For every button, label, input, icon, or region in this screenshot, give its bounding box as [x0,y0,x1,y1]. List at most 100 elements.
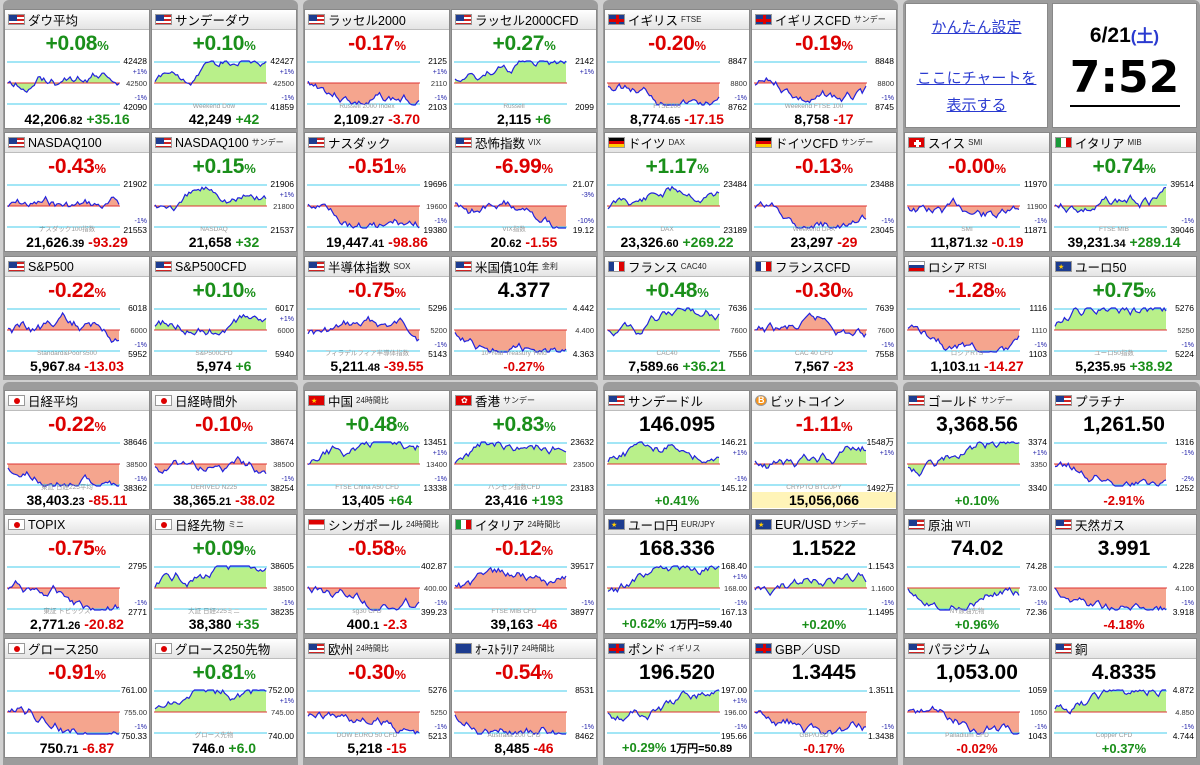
tile-diff: -38.02 [235,492,275,508]
market-tile[interactable]: サンデードル 146.095 146.21 145.12 +1% -1% +0.41% [604,390,750,510]
market-tile[interactable]: S&P500 -0.22% 6018 5952 6000 -1% Standard&Poor… [4,256,150,376]
market-tile[interactable]: 日経平均 -0.22% 38646 38362 38500 -1% 東証 日経225平均 38… [4,390,150,510]
market-tile[interactable]: 恐怖指数 VIX -6.99% 21.07 19.12 -3% -10% VIX指数 20.62… [451,132,597,252]
market-tile[interactable]: ★ ユーロ円 EUR/JPY 168.336 168.40 167.13 168.00 +1%… [604,514,750,634]
market-tile[interactable]: 原油 WTI 74.02 74.28 72.36 73.00 -1% NY原油先物 +0.96% [904,514,1050,634]
tile-change-percent: -0.17% [348,32,406,55]
add-chart-link-2[interactable]: 表示する [946,97,1007,114]
chart-high-label: 23488 [870,179,894,189]
chart-watermark: Russell 2000 Index [339,103,395,110]
chart-area [908,587,1019,610]
market-tile[interactable]: ドイツCFD サンデー -0.13% 23488 23045 -1% Weekend DAX… [751,132,897,252]
tile-diff: -93.29 [88,234,128,250]
tile-footer: 21,658 +32 [152,234,296,250]
market-tile[interactable]: NASDAQ100 サンデー +0.15% 21906 21537 21800 +1% NAS… [151,132,297,252]
chart-area [1055,308,1166,330]
tile-change-percent: -0.54% [495,661,553,684]
market-tile[interactable]: ★ 中国 24時間比 +0.48% 13451 13338 13400 +1% -1% FTSE … [304,390,450,510]
tile-diff: -0.19 [991,234,1024,250]
market-tile[interactable]: 欧州 24時間比 -0.30% 5276 5213 5250 -1% DOW EURO 50 … [304,638,450,758]
chart-high-label: 38646 [123,437,147,447]
market-tile[interactable]: フランス CAC40 +0.48% 7636 7556 7600 CAC40 7,589.66… [604,256,750,376]
market-tile[interactable]: ナスダック -0.51% 19696 19380 19600 -1% 19,447.41 -… [304,132,450,252]
tile-value-dec: .84 [65,362,81,374]
jp-flag-icon [155,395,172,406]
market-tile[interactable]: ゴールド サンデー 3,368.56 3374 3340 3350 +1% +0.10% [904,390,1050,510]
chart-high-label: 752.00 [268,685,294,695]
tile-header: B ビットコイン [752,391,896,411]
market-tile[interactable]: イタリア 24時間比 -0.12% 39517 38977 -1% FTSE MIB CFD… [451,514,597,634]
chart-line [7,311,120,344]
tile-footer-change: -0.27% [503,359,545,374]
tile-footer: 42,249 +42 [152,111,296,127]
chart-high-label: 21906 [270,179,294,189]
chart-mid-label: 42500 [126,79,147,88]
tile-change-percent: +1.17% [645,155,709,178]
chart-watermark: グロース先物 [195,730,234,739]
tile-value-dec: .0 [215,744,225,756]
market-tile[interactable]: NASDAQ100 -0.43% 21902 21553 -1% ナスダック100指数 21… [4,132,150,252]
add-chart-link[interactable]: ここにチャートを [916,70,1037,87]
us-flag-icon [908,643,925,654]
chart-low-label: 5224 [1175,349,1194,359]
tile-change-percent: +0.10% [192,32,256,55]
market-tile[interactable]: 日経先物 ミニ +0.09% 38605 38235 38500 -1% 大証 日経225ミニ… [151,514,297,634]
market-tile[interactable]: 日経時間外 -0.10% 38674 38254 38500 -1% DERIVED N22… [151,390,297,510]
chart-side-label: +1% [433,450,447,457]
tile-change-percent: +0.48% [345,413,409,436]
easy-setup-link[interactable]: かんたん設定 [931,19,1022,36]
jp-flag-icon [155,519,172,530]
market-tile[interactable]: ラッセル2000CFD +0.27% 2142 2099 +1% Russell 2,115… [451,9,597,129]
market-tile[interactable]: ロシア RTSI -1.28% 1116 1103 1110 -1% ロシアRTS 1,103.… [904,256,1050,376]
tile-footer-change: -4.18% [1103,617,1145,632]
market-tile[interactable]: イギリスCFD サンデー -0.19% 8848 8745 8800 -1% Weekend … [751,9,897,129]
chart-high-label: 1116 [1029,303,1047,313]
tile-chart: 4.228 3.918 4.100 -1% [1054,561,1194,617]
tile-change-value: -0.19 [795,32,842,55]
tile-subtitle: 金利 [541,262,558,271]
market-tile[interactable]: ★ EUR/USD サンデー 1.1522 1.1543 1.1495 1.1600 -1% +… [751,514,897,634]
chart-side-label-2: -10% [578,218,594,225]
market-tile[interactable]: B ビットコイン -1.11% 1548万 1492万 +1% CRYPTO BTC/JPY… [751,390,897,510]
market-tile[interactable]: パラジウム 1,053.00 1059 1043 1050 -1% Palladium CF… [904,638,1050,758]
us-flag-icon [1055,519,1072,530]
us-flag-icon [908,395,925,406]
market-tile[interactable]: ドイツ DAX +1.17% 23484 23189 DAX 23,326.60 +269.… [604,132,750,252]
tile-change-value: -0.75 [48,537,95,560]
market-tile[interactable]: ✿ 香港 サンデー +0.83% 23632 23183 23500 ハンセン指数CFD 23,… [451,390,597,510]
tile-header: 恐怖指数 VIX [452,133,596,153]
market-tile[interactable]: グロース250先物 +0.81% 752.00 740.00 745.00 +1% グロース… [151,638,297,758]
market-tile[interactable]: イギリス FTSE -0.20% 8847 8762 8800 -1% FTSE100 8,77… [604,9,750,129]
tile-title: EUR/USD [775,517,832,532]
market-tile[interactable]: シンガポール 24時間比 -0.58% 402.87 399.23 400.00 -1% sg… [304,514,450,634]
tile-value-int: 42,206 [24,111,68,127]
tile-subtitle: サンデー [503,396,536,405]
market-tile[interactable]: ラッセル2000 -0.17% 2125 2103 2110 +1% -1% Russell … [304,9,450,129]
market-tile[interactable]: S&P500CFD +0.10% 6017 5940 6000 +1% S&P500CFD 5… [151,256,297,376]
market-tile[interactable]: グロース250 -0.91% 761.00 750.33 755.00 -1% 750.71… [4,638,150,758]
chart-high-label: 4.442 [573,303,595,313]
market-tile[interactable]: GBP／USD 1.3445 1.3511 1.3438 -1% GBP/USD -0.17… [751,638,897,758]
market-tile[interactable]: イタリア MIB +0.74% 39514 39046 -1% FTSE MIB 39,231… [1051,132,1197,252]
market-tile[interactable]: 銅 4.8335 4.872 4.744 4.850 -1% Copper CFD +0.37… [1051,638,1197,758]
market-tile[interactable]: ダウ平均 +0.08% 42428 42090 42500 +1% -1% 42,206.82… [4,9,150,129]
market-tile[interactable]: ｵｰｽﾄﾗﾘｱ 24時間比 -0.54% 8531 8462 -1% Australia 2… [451,638,597,758]
market-tile[interactable]: プラチナ 1,261.50 1316 1252 -1% -2% -2.91% [1051,390,1197,510]
tile-diff: +35 [235,616,260,632]
chart-mid-label: 1.1600 [871,584,894,593]
market-tile[interactable]: 天然ガス 3.991 4.228 3.918 4.100 -1% -4.18% [1051,514,1197,634]
market-tile[interactable]: フランスCFD -0.30% 7639 7558 7600 -1% CAC 40 CFD 7,… [751,256,897,376]
tile-subtitle: サンデー [853,15,886,24]
chart-line [907,705,1020,735]
chart-low-label: 39046 [1170,225,1194,235]
market-tile[interactable]: 米国債10年 金利 4.377 4.442 4.363 4.400 10-Year Trea… [451,256,597,376]
uk-flag-icon [755,14,772,25]
chart-high-label: 38674 [270,437,294,447]
market-tile[interactable]: ポンド イギリス 196.520 197.00 195.66 196.00 +1% -1% +0… [604,638,750,758]
market-tile[interactable]: サンデーダウ +0.10% 42427 41859 42500 +1% -1% Weekend… [151,9,297,129]
market-tile[interactable]: TOPIX -0.75% 2795 2771 -1% 東証 トピックス 2,771.26 -… [4,514,150,634]
chart-side-label-2: -1% [135,600,147,607]
market-tile[interactable]: ★ ユーロ50 +0.75% 5276 5224 5250 -1% ユーロ50指数 5,235.… [1051,256,1197,376]
market-tile[interactable]: スイス SMI -0.00% 11970 11871 11900 -1% SMI 11,871.… [904,132,1050,252]
market-tile[interactable]: 半導体指数 SOX -0.75% 5296 5143 5200 -1% フィラデルフィア半導体… [304,256,450,376]
